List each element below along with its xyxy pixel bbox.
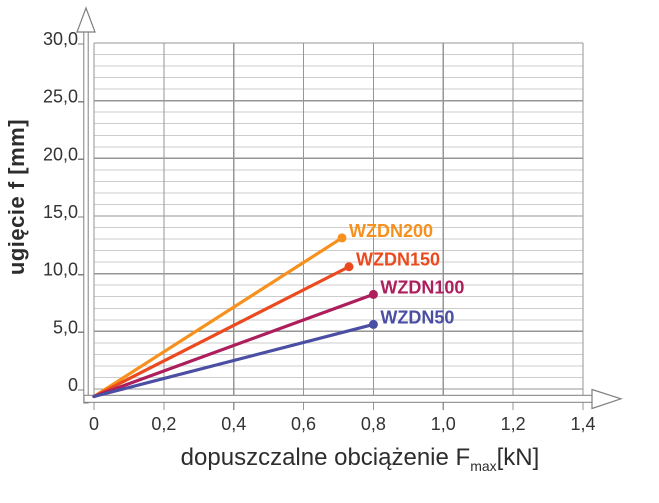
x-tick-label: 0,8 — [361, 414, 386, 434]
x-axis-arrowhead — [591, 388, 623, 410]
series-label-wzdn50: WZDN50 — [380, 307, 454, 327]
series-endpoint-wzdn50 — [368, 319, 378, 329]
series-endpoint-wzdn200 — [337, 233, 347, 243]
x-tick-label: 1,2 — [501, 414, 526, 434]
series-line-wzdn150 — [92, 265, 351, 399]
x-tick-label: 1,4 — [570, 414, 595, 434]
x-axis-title-unit: [kN] — [496, 444, 540, 471]
series-label-wzdn150: WZDN150 — [356, 250, 440, 270]
series-line-wzdn100 — [92, 292, 376, 399]
y-tick-label: 10,0 — [43, 260, 78, 280]
x-tick-label: 0 — [89, 414, 99, 434]
x-axis-title-main: dopuszczalne obciążenie F — [180, 444, 471, 471]
y-tick-label: 25,0 — [43, 87, 78, 107]
y-tick-label: 30,0 — [43, 29, 78, 49]
x-tick-label: 0,4 — [221, 414, 246, 434]
y-tick-label: 0 — [68, 375, 78, 395]
series-line-wzdn50 — [92, 322, 376, 399]
x-tick-label: 1,0 — [431, 414, 456, 434]
series-label-wzdn200: WZDN200 — [349, 221, 433, 241]
series-line-wzdn200 — [92, 236, 344, 399]
y-tick-label: 20,0 — [43, 144, 78, 164]
series-label-wzdn100: WZDN100 — [380, 277, 464, 297]
y-tick-label: 5,0 — [53, 317, 78, 337]
series-endpoint-wzdn100 — [368, 289, 378, 299]
x-axis-title: dopuszczalne obciążenie Fmax[kN] — [60, 444, 659, 474]
y-tick-label: 15,0 — [43, 202, 78, 222]
y-axis-title: ugięcie f [mm] — [4, 118, 29, 276]
series-endpoint-wzdn150 — [344, 262, 354, 272]
x-axis-title-subscript: max — [470, 458, 497, 474]
x-tick-label: 0,2 — [151, 414, 176, 434]
x-axis-shaft — [83, 394, 593, 403]
x-tick-label: 0,6 — [291, 414, 316, 434]
y-axis-arrowhead — [76, 6, 96, 33]
y-axis-shaft — [83, 30, 89, 404]
